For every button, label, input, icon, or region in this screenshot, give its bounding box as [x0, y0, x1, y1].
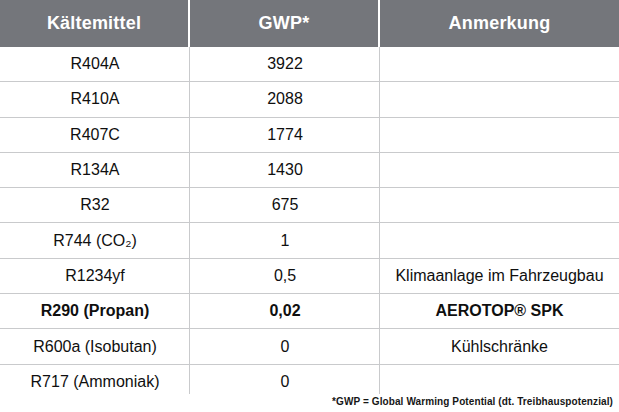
table-header-row: Kältemittel GWP* Anmerkung — [0, 0, 619, 47]
table-row: R717 (Ammoniak)0 — [0, 364, 619, 399]
cell-note — [380, 118, 619, 152]
cell-note — [380, 223, 619, 257]
cell-gwp: 0,5 — [190, 259, 380, 293]
cell-refrigerant: R717 (Ammoniak) — [0, 365, 190, 399]
cell-note: AEROTOP® SPK — [380, 294, 619, 328]
cell-refrigerant: R407C — [0, 118, 190, 152]
cell-note — [380, 153, 619, 187]
cell-note — [380, 188, 619, 222]
cell-refrigerant: R32 — [0, 188, 190, 222]
table-row: R407C1774 — [0, 117, 619, 152]
cell-gwp: 2088 — [190, 82, 380, 116]
cell-gwp: 0,02 — [190, 294, 380, 328]
cell-gwp: 3922 — [190, 47, 380, 81]
table-row: R410A2088 — [0, 81, 619, 116]
column-divider — [189, 47, 190, 394]
cell-refrigerant: R134A — [0, 153, 190, 187]
table-row: R404A3922 — [0, 47, 619, 81]
cell-gwp: 1 — [190, 223, 380, 257]
cell-gwp: 0 — [190, 365, 380, 399]
column-divider — [379, 47, 380, 394]
cell-refrigerant: R404A — [0, 47, 190, 81]
cell-refrigerant: R600a (Isobutan) — [0, 329, 190, 363]
cell-gwp: 0 — [190, 329, 380, 363]
table-row: R600a (Isobutan)0Kühlschränke — [0, 328, 619, 363]
table-row: R290 (Propan)0,02AEROTOP® SPK — [0, 293, 619, 328]
cell-note — [380, 365, 619, 399]
table-row: R744 (CO₂)1 — [0, 222, 619, 257]
cell-gwp: 1430 — [190, 153, 380, 187]
cell-note: Kühlschränke — [380, 329, 619, 363]
table-body: R404A3922R410A2088R407C1774R134A1430R326… — [0, 47, 619, 399]
table-row: R1234yf0,5Klimaanlage im Fahrzeugbau — [0, 258, 619, 293]
cell-refrigerant: R410A — [0, 82, 190, 116]
page: Kältemittel GWP* Anmerkung R404A3922R410… — [0, 0, 619, 412]
cell-note — [380, 47, 619, 81]
table-row: R32675 — [0, 187, 619, 222]
cell-gwp: 675 — [190, 188, 380, 222]
header-note: Anmerkung — [380, 0, 619, 47]
cell-refrigerant: R1234yf — [0, 259, 190, 293]
cell-note: Klimaanlage im Fahrzeugbau — [380, 259, 619, 293]
cell-note — [380, 82, 619, 116]
header-refrigerant: Kältemittel — [0, 0, 190, 47]
cell-refrigerant: R290 (Propan) — [0, 294, 190, 328]
gwp-footnote: *GWP = Global Warming Potential (dt. Tre… — [0, 396, 613, 407]
cell-refrigerant: R744 (CO₂) — [0, 223, 190, 257]
cell-gwp: 1774 — [190, 118, 380, 152]
header-gwp: GWP* — [190, 0, 380, 47]
refrigerant-gwp-table: Kältemittel GWP* Anmerkung R404A3922R410… — [0, 0, 619, 399]
table-row: R134A1430 — [0, 152, 619, 187]
